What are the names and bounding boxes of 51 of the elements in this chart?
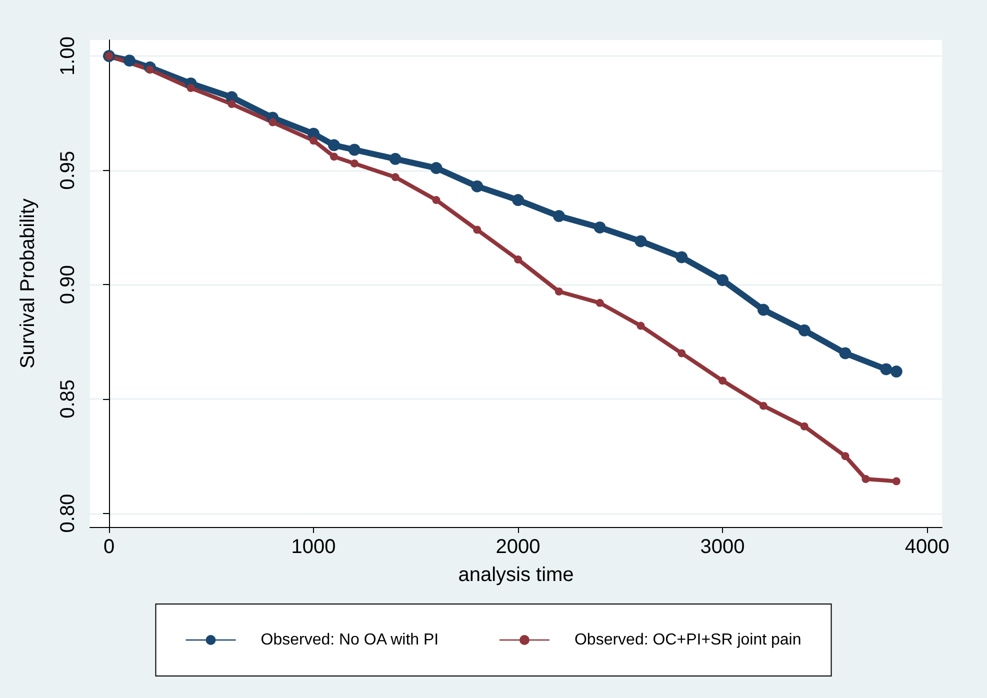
point xyxy=(678,349,686,358)
point xyxy=(839,347,852,360)
point xyxy=(880,363,892,376)
point xyxy=(310,136,318,145)
point xyxy=(634,235,647,248)
legend-label: Observed: OC+PI+SR joint pain xyxy=(574,632,802,648)
x-tick-label: 0 xyxy=(103,536,115,558)
y-tick-label: 0.90 xyxy=(57,265,79,304)
point xyxy=(350,159,358,168)
point xyxy=(512,194,524,206)
y-tick-label: 0.85 xyxy=(57,379,79,418)
point xyxy=(348,144,360,156)
point xyxy=(228,100,236,108)
point xyxy=(330,152,338,161)
point xyxy=(389,152,402,165)
y-tick-label: 0.95 xyxy=(57,150,79,190)
x-tick-label: 1000 xyxy=(291,536,336,558)
point xyxy=(552,210,565,222)
point xyxy=(636,322,645,330)
point xyxy=(123,54,136,67)
legend-label: Observed: No OA with PI xyxy=(260,632,439,648)
point xyxy=(554,288,563,296)
point xyxy=(514,255,522,264)
y-tick-label: 0.80 xyxy=(57,494,79,533)
y-tick-label: 1.00 xyxy=(57,36,79,76)
y-axis-title: Survival Probability xyxy=(17,198,39,369)
point xyxy=(596,298,604,307)
point xyxy=(473,226,482,234)
point xyxy=(890,366,902,378)
point xyxy=(328,139,340,152)
point xyxy=(430,162,442,174)
point xyxy=(186,84,195,92)
x-tick-label: 2000 xyxy=(496,536,540,558)
x-tick-label: 3000 xyxy=(700,536,745,558)
point xyxy=(432,196,440,204)
point xyxy=(594,221,606,234)
point xyxy=(391,173,400,182)
point xyxy=(716,274,729,286)
point xyxy=(892,477,900,486)
point xyxy=(862,474,870,483)
point xyxy=(718,376,727,385)
point xyxy=(841,452,850,460)
point xyxy=(268,118,277,126)
x-tick-label: 4000 xyxy=(904,536,950,558)
point xyxy=(676,251,688,264)
x-axis-title: analysis time xyxy=(458,564,574,586)
point xyxy=(757,304,770,316)
point xyxy=(798,324,810,336)
point xyxy=(471,180,484,192)
point xyxy=(800,422,808,430)
point xyxy=(759,402,768,410)
